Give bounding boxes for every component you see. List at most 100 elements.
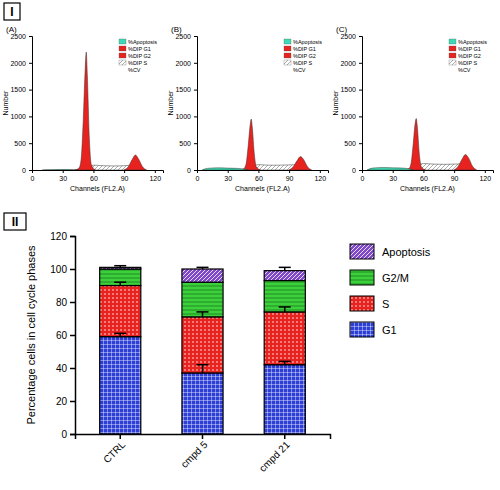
- legend-swatch: [350, 270, 374, 285]
- tick-mark: [70, 302, 75, 304]
- legend-item: %DIP S: [119, 60, 147, 66]
- legend-item: %Apoptosis: [284, 39, 322, 45]
- tick-label: 500: [179, 140, 191, 147]
- error-bar: [197, 365, 209, 373]
- error-bar: [279, 307, 291, 312]
- tick: 0: [352, 167, 362, 174]
- tick-mark: [393, 170, 394, 173]
- bar-segment: [100, 269, 141, 286]
- tick-mark: [29, 63, 32, 64]
- tick-label: 120: [479, 175, 491, 182]
- tick-mark: [194, 170, 197, 171]
- error-cap: [114, 265, 126, 267]
- legend-label: %DIP G2: [458, 53, 481, 59]
- tick-label: 0: [22, 167, 26, 174]
- tick: 0: [361, 170, 365, 182]
- tick-label: 0: [31, 175, 35, 182]
- legend-item: G1: [350, 322, 397, 337]
- bar-panel: CTRLcmpd 5cmpd 21020406080100120Percenta…: [25, 231, 331, 474]
- tick-mark: [258, 170, 259, 173]
- legend-label: %DIP G1: [458, 46, 481, 52]
- tick-mark: [228, 170, 229, 173]
- tick-label: 0: [361, 175, 365, 182]
- tick-mark: [359, 63, 362, 64]
- panel-label-group: II: [4, 213, 26, 230]
- legend-item: %DIP G2: [284, 53, 316, 59]
- panel-title: (C): [336, 25, 347, 34]
- tick-label: cmpd 21: [257, 439, 292, 474]
- tick: 60: [56, 330, 75, 341]
- error-cap: [114, 281, 126, 283]
- error-cap: [279, 361, 291, 363]
- tick: 120: [479, 170, 491, 182]
- tick-label: 0: [352, 167, 356, 174]
- error-stem: [202, 365, 204, 373]
- bar-segment: [264, 271, 305, 281]
- y-axis-title: Number: [332, 90, 339, 116]
- axis-line: [70, 237, 76, 435]
- tick-mark: [70, 368, 75, 370]
- legend-swatch: [449, 53, 456, 58]
- legend-label: Apoptosis: [382, 246, 431, 258]
- error-cap: [197, 311, 209, 313]
- tick-label: 0: [187, 167, 191, 174]
- y-axis: 05001000150020002500: [175, 33, 197, 174]
- tick-label: 120: [149, 175, 161, 182]
- tick: 1000: [175, 113, 197, 120]
- legend-label: %CV: [128, 67, 141, 73]
- tick-mark: [202, 434, 204, 439]
- legend-swatch: [350, 322, 374, 337]
- tick: 120: [314, 170, 326, 182]
- tick-mark: [320, 170, 321, 173]
- tick-mark: [29, 116, 32, 117]
- legend-item: S: [350, 296, 389, 311]
- y-axis-title: Number: [167, 90, 174, 116]
- tick-mark: [359, 36, 362, 37]
- tick: 1000: [10, 113, 32, 120]
- tick-mark: [359, 170, 362, 171]
- legend: %Apoptosis%DIP G1%DIP G2%DIP S%CV: [449, 39, 487, 73]
- axis-line: [359, 37, 363, 171]
- tick-mark: [194, 143, 197, 144]
- tick: cmpd 21: [257, 434, 292, 474]
- tick-mark: [284, 434, 286, 439]
- axis-line: [33, 171, 164, 174]
- tick-mark: [70, 269, 75, 271]
- tick-label: 20: [56, 396, 68, 407]
- legend: ApoptosisG2/MSG1: [350, 244, 431, 337]
- legend-swatch: [350, 296, 374, 311]
- tick-label: 90: [451, 175, 459, 182]
- bar-segment: [100, 267, 141, 269]
- legend-swatch: [119, 46, 126, 51]
- tick: CTRL: [101, 434, 128, 465]
- legend-swatch: [284, 53, 291, 58]
- tick-mark: [63, 170, 64, 173]
- x-axis-title: Channels (FL2.A): [400, 185, 455, 193]
- legend-label: %DIP G1: [128, 46, 151, 52]
- tick-label: 30: [59, 175, 67, 182]
- x-axis: 0306090120: [31, 170, 164, 182]
- histogram-area: [289, 157, 312, 170]
- tick: 500: [179, 140, 197, 147]
- legend-label: G1: [382, 324, 397, 336]
- tick-mark: [194, 90, 197, 91]
- error-cap: [114, 333, 126, 335]
- legend-swatch: [284, 60, 291, 65]
- tick: 90: [451, 170, 459, 182]
- y-axis: 05001000150020002500: [10, 33, 32, 174]
- legend-item: %CV: [293, 67, 306, 73]
- tick-mark: [194, 116, 197, 117]
- tick: 120: [149, 170, 161, 182]
- legend-item: %CV: [128, 67, 141, 73]
- legend-label: %Apoptosis: [293, 39, 322, 45]
- tick-label: 90: [286, 175, 294, 182]
- tick-mark: [70, 335, 75, 337]
- tick: 1500: [175, 86, 197, 93]
- tick-mark: [93, 170, 94, 173]
- tick-label: 1500: [175, 86, 191, 93]
- legend-item: Apoptosis: [350, 244, 431, 259]
- panel-label: II: [12, 215, 19, 229]
- histogram-area: [42, 169, 78, 170]
- histogram-panel: 030609012005001000150020002500(B)Channel…: [167, 25, 329, 193]
- tick-label: 1000: [10, 113, 26, 120]
